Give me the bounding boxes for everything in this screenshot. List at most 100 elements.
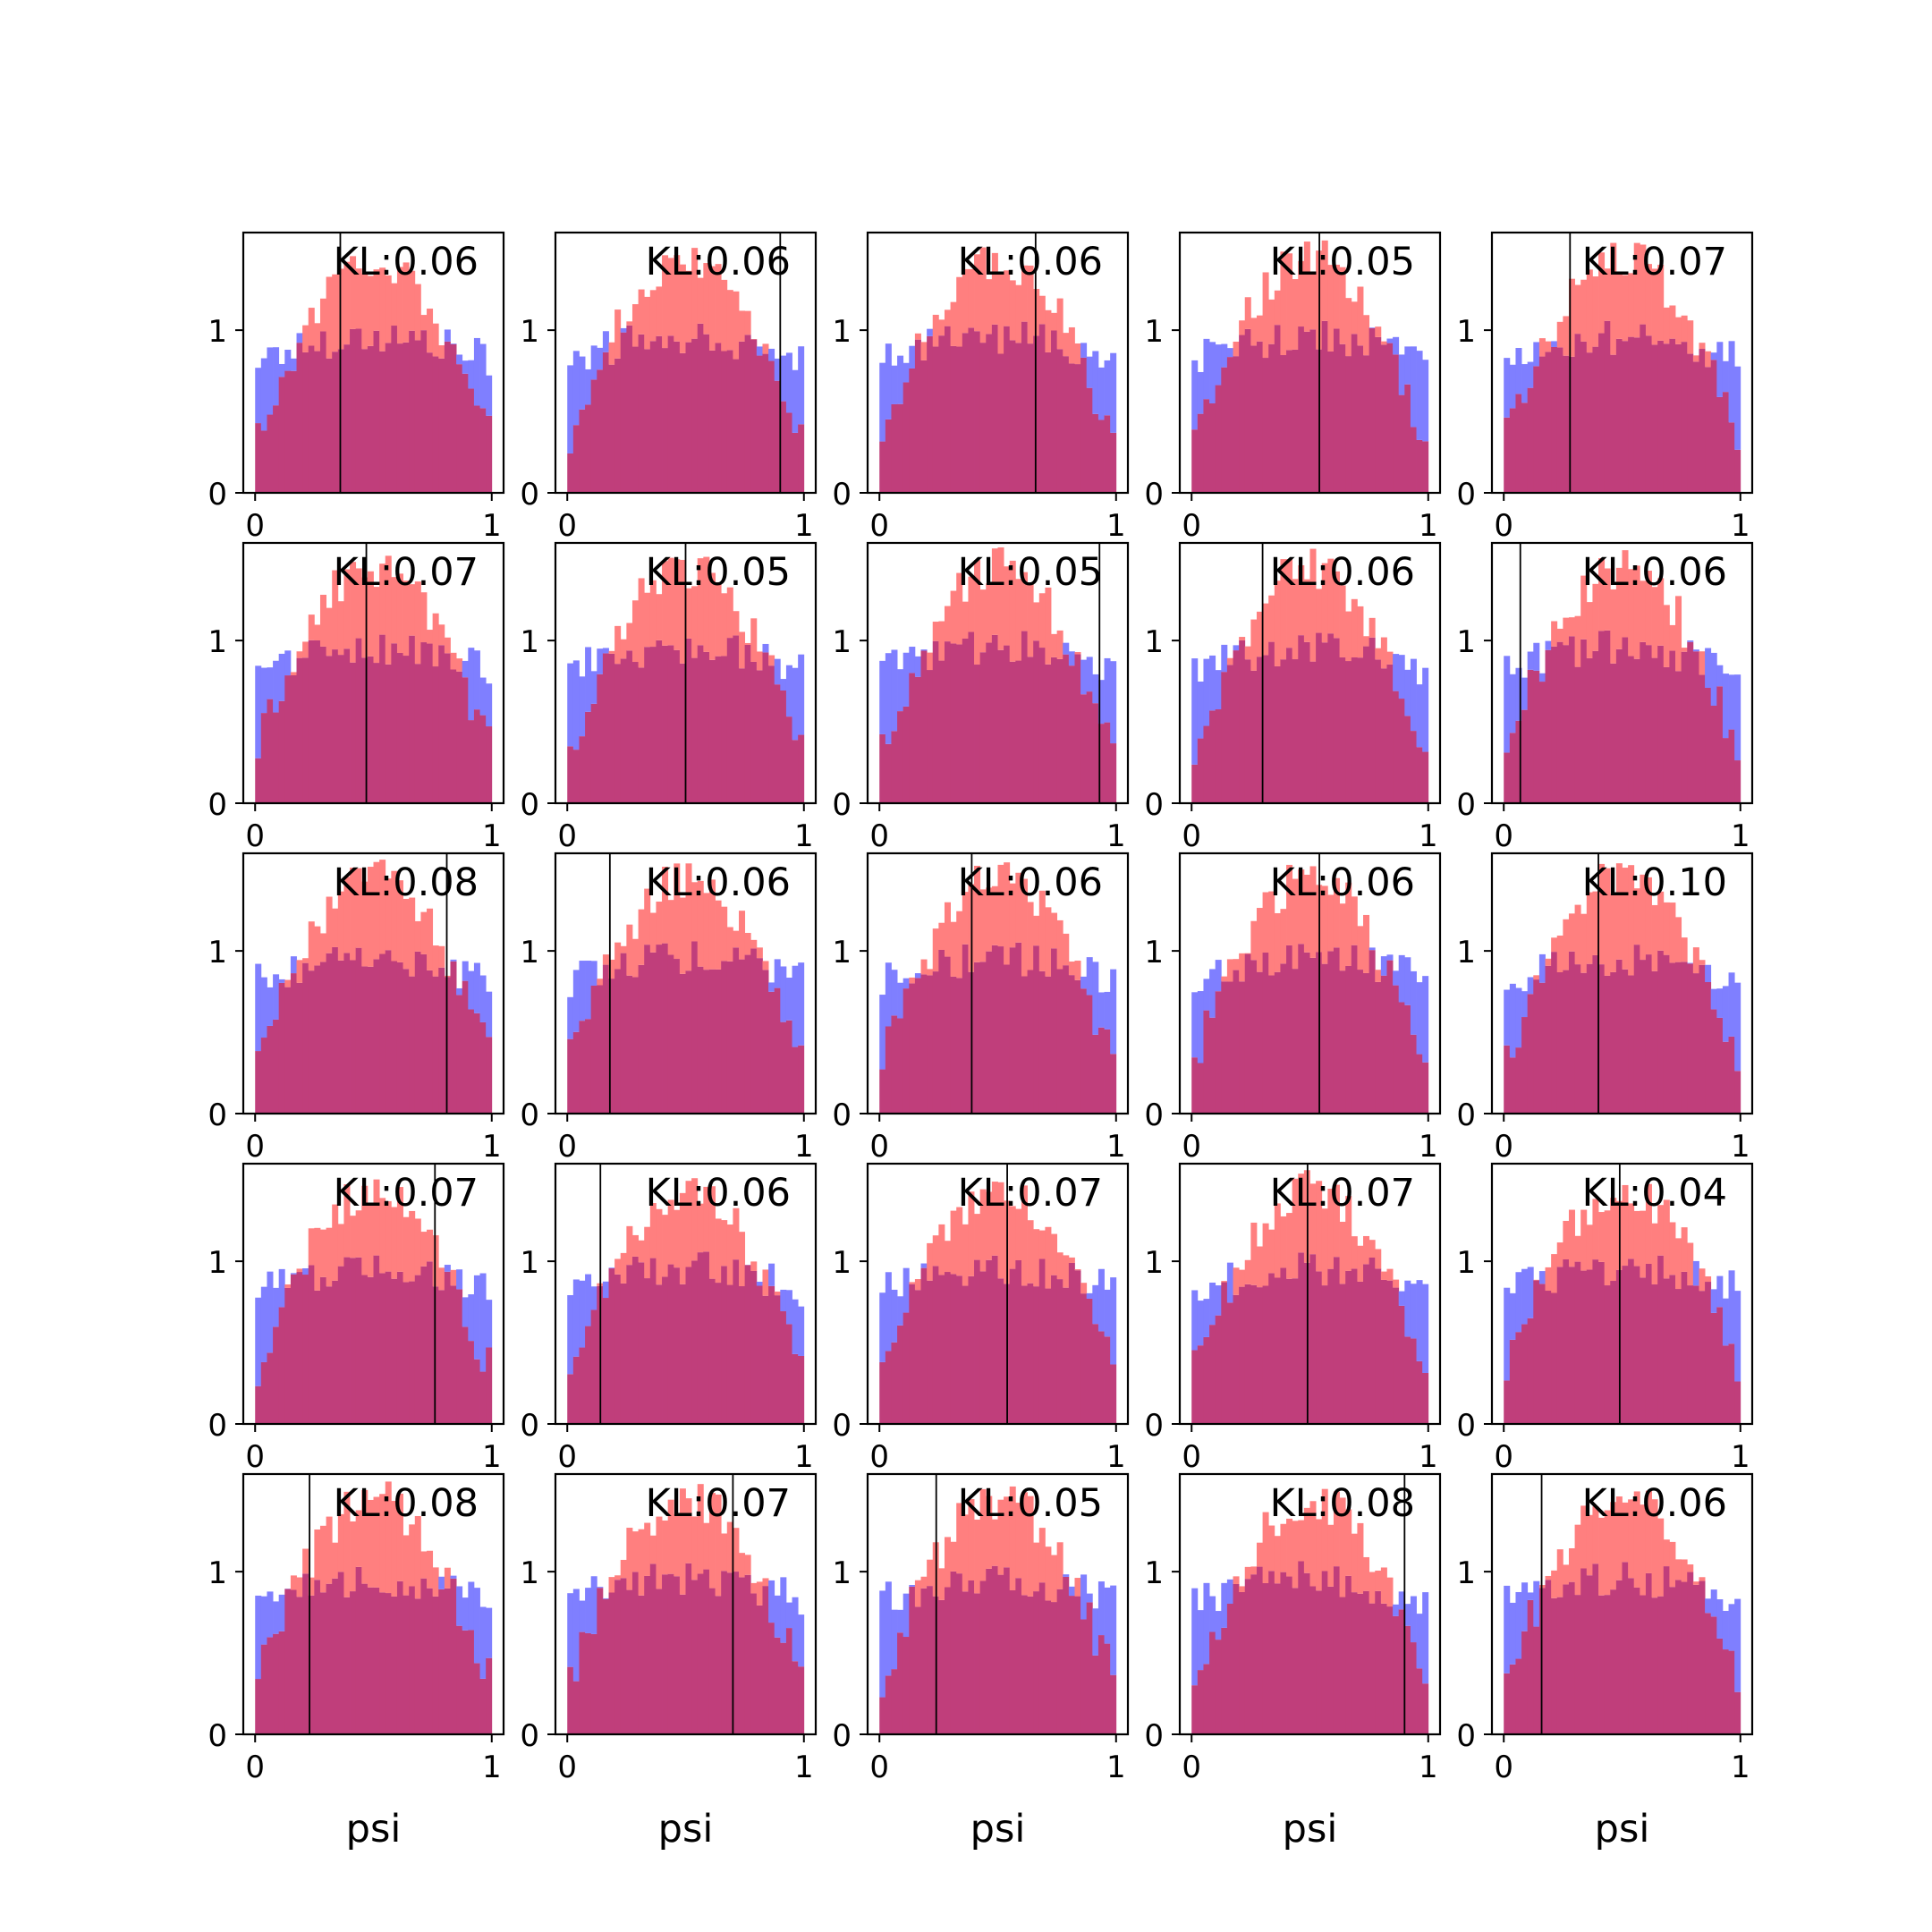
bar-red (1280, 1216, 1287, 1268)
bar-blue (1104, 657, 1111, 723)
bar-overlap (1563, 1259, 1570, 1424)
bar-blue (1221, 1582, 1228, 1628)
bar-red (1274, 912, 1281, 972)
bar-overlap (385, 1593, 392, 1734)
bar-red (1586, 1514, 1593, 1576)
bar-overlap (914, 676, 921, 803)
bar-red (1327, 894, 1335, 952)
y-tick-label: 1 (1456, 1555, 1476, 1591)
bar-red (1681, 1559, 1688, 1582)
bar-red (1640, 580, 1647, 642)
bar-red (1645, 877, 1652, 955)
bar-overlap (631, 346, 639, 493)
bar-blue (1404, 1604, 1411, 1626)
y-tick-label: 1 (208, 1245, 227, 1281)
bar-red (1380, 1271, 1387, 1280)
bar-blue (1233, 645, 1240, 651)
bar-blue (1710, 1589, 1717, 1617)
bar-overlap (739, 341, 746, 493)
bar-red (1239, 637, 1246, 640)
bar-red (602, 954, 609, 965)
bar-overlap (278, 377, 285, 493)
bar-red (1021, 572, 1028, 631)
bar-overlap (373, 663, 380, 803)
bar-overlap (468, 388, 475, 493)
bar-overlap (302, 962, 309, 1114)
bar-blue (1203, 658, 1210, 726)
y-tick-label: 0 (832, 1408, 852, 1444)
bar-red (1604, 568, 1611, 631)
bar-overlap (1669, 1275, 1676, 1424)
bar-overlap (1728, 422, 1735, 493)
histogram-bars (255, 860, 493, 1114)
y-tick-label: 1 (1144, 935, 1164, 970)
bar-overlap (1640, 1277, 1647, 1424)
bar-red (402, 262, 410, 343)
bar-red (1051, 1233, 1058, 1275)
bar-red (450, 652, 457, 670)
bar-overlap (697, 323, 704, 493)
bar-overlap (1357, 345, 1364, 493)
bar-red (444, 637, 451, 654)
axes-frame (1490, 541, 1754, 805)
bar-overlap (486, 1657, 493, 1734)
bar-overlap (762, 652, 769, 803)
bar-overlap (1422, 1372, 1429, 1424)
x-tick-label: 1 (794, 818, 814, 854)
bar-overlap (909, 983, 916, 1114)
bar-red (1333, 1491, 1340, 1567)
bar-blue (585, 1274, 592, 1326)
bar-overlap (273, 1326, 280, 1424)
bar-blue (462, 1597, 469, 1631)
bar-overlap (1274, 665, 1281, 803)
bar-overlap (1051, 330, 1058, 493)
bar-overlap (1622, 1562, 1629, 1734)
bar-overlap (1404, 384, 1411, 493)
bar-overlap (644, 1278, 651, 1424)
bar-red (1357, 606, 1364, 658)
x-tick-label: 0 (1182, 1129, 1201, 1165)
bar-blue (1722, 360, 1729, 393)
bar-overlap (473, 709, 480, 803)
bar-red (1027, 583, 1034, 657)
bar-overlap (750, 1593, 758, 1734)
bar-blue (1416, 1614, 1423, 1669)
bar-overlap (1598, 964, 1606, 1114)
bar-blue (1515, 987, 1522, 1048)
bar-overlap (1009, 340, 1016, 493)
bar-red (1386, 1577, 1394, 1607)
bar-red (1538, 338, 1546, 357)
bar-red (697, 880, 704, 967)
bar-overlap (438, 967, 445, 1114)
bar-red (1640, 874, 1647, 961)
bar-overlap (1580, 1568, 1588, 1734)
bar-overlap (1509, 1339, 1516, 1424)
bar-blue (468, 1581, 475, 1631)
bar-red (685, 1181, 692, 1267)
bar-red (373, 1179, 380, 1256)
bar-overlap (1580, 1270, 1588, 1424)
bar-overlap (1404, 716, 1411, 803)
bar-red (979, 589, 987, 653)
bar-red (355, 268, 362, 329)
bar-overlap (708, 350, 716, 493)
bar-red (1286, 864, 1293, 945)
bar-red (1604, 868, 1611, 976)
bar-red (409, 270, 416, 331)
bar-red (986, 1496, 993, 1569)
bar-red (649, 290, 657, 342)
bar-blue (444, 1265, 451, 1272)
bar-overlap (409, 1586, 416, 1734)
bar-red (997, 1182, 1004, 1279)
bar-red (1556, 935, 1563, 972)
bar-overlap (1533, 366, 1540, 493)
bar-overlap (986, 951, 993, 1114)
bar-blue (1068, 651, 1075, 666)
bar-overlap (1651, 1284, 1658, 1424)
bar-overlap (302, 1275, 309, 1424)
bar-overlap (1699, 674, 1706, 803)
bar-red (409, 897, 416, 977)
bar-red (1292, 579, 1299, 660)
bar-overlap (974, 665, 981, 803)
